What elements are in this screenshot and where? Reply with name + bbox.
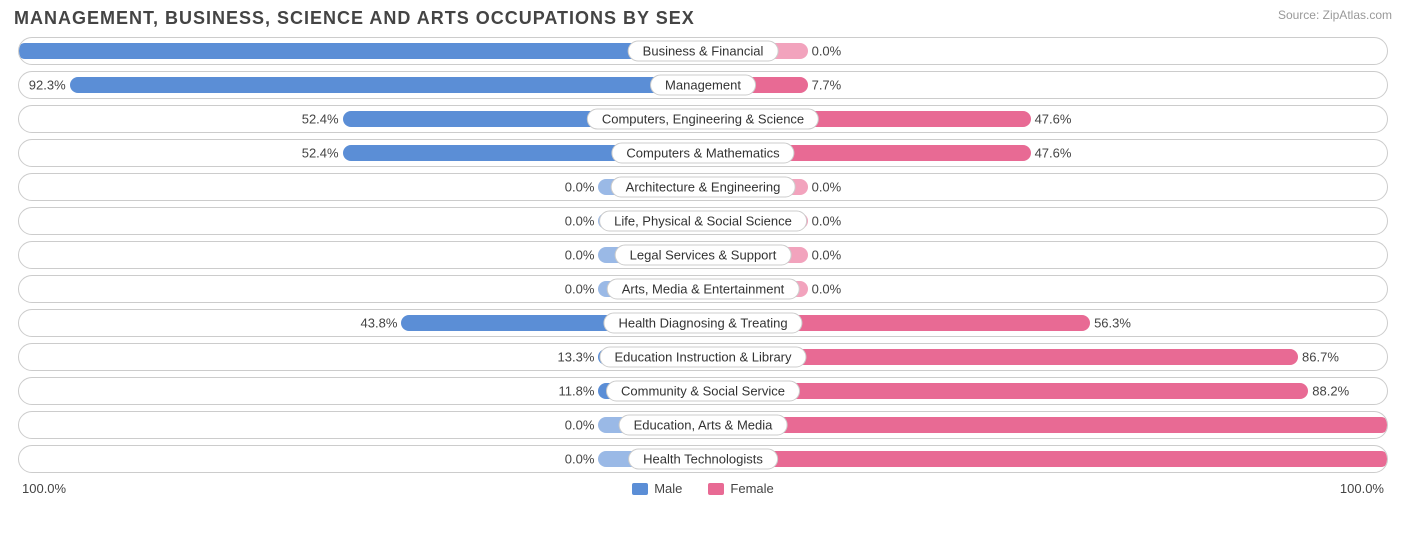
chart-row: 0.0% 0.0% Arts, Media & Entertainment bbox=[18, 275, 1388, 303]
female-pct: 88.2% bbox=[1312, 384, 1349, 399]
female-pct: 0.0% bbox=[812, 44, 842, 59]
category-label: Arts, Media & Entertainment bbox=[607, 279, 800, 300]
chart-row: 0.0%100.0%Education, Arts & Media bbox=[18, 411, 1388, 439]
chart-row: 100.0%0.0%Business & Financial bbox=[18, 37, 1388, 65]
category-label: Business & Financial bbox=[628, 41, 779, 62]
male-pct: 0.0% bbox=[565, 452, 595, 467]
chart-row: 92.3% 7.7% Management bbox=[18, 71, 1388, 99]
chart-footer: 100.0% Male Female 100.0% bbox=[10, 479, 1396, 496]
chart-source: Source: ZipAtlas.com bbox=[1278, 8, 1392, 22]
male-bar bbox=[70, 77, 701, 93]
female-pct: 47.6% bbox=[1035, 146, 1072, 161]
female-pct: 0.0% bbox=[812, 282, 842, 297]
chart-row: 0.0%100.0%Health Technologists bbox=[18, 445, 1388, 473]
category-label: Computers & Mathematics bbox=[611, 143, 794, 164]
male-pct: 0.0% bbox=[565, 418, 595, 433]
male-pct: 0.0% bbox=[565, 282, 595, 297]
female-pct: 47.6% bbox=[1035, 112, 1072, 127]
legend: Male Female bbox=[632, 481, 774, 496]
category-label: Education Instruction & Library bbox=[599, 347, 806, 368]
legend-label-female: Female bbox=[730, 481, 773, 496]
category-label: Education, Arts & Media bbox=[619, 415, 788, 436]
chart-row: 0.0% 0.0% Legal Services & Support bbox=[18, 241, 1388, 269]
male-pct: 43.8% bbox=[361, 316, 398, 331]
chart-header: MANAGEMENT, BUSINESS, SCIENCE AND ARTS O… bbox=[10, 6, 1396, 37]
legend-label-male: Male bbox=[654, 481, 682, 496]
female-pct: 86.7% bbox=[1302, 350, 1339, 365]
male-pct: 52.4% bbox=[302, 112, 339, 127]
category-label: Legal Services & Support bbox=[615, 245, 792, 266]
chart-row: 0.0% 0.0% Architecture & Engineering bbox=[18, 173, 1388, 201]
chart-rows: 100.0%0.0%Business & Financial92.3%7.7%M… bbox=[18, 37, 1388, 473]
category-label: Health Technologists bbox=[628, 449, 778, 470]
male-pct: 0.0% bbox=[565, 180, 595, 195]
category-label: Architecture & Engineering bbox=[611, 177, 796, 198]
axis-right-label: 100.0% bbox=[1340, 481, 1384, 496]
male-pct: 13.3% bbox=[558, 350, 595, 365]
male-pct: 0.0% bbox=[565, 214, 595, 229]
legend-swatch-male bbox=[632, 483, 648, 495]
male-pct: 11.8% bbox=[559, 384, 595, 399]
chart-row: 11.8% 88.2% Community & Social Service bbox=[18, 377, 1388, 405]
male-bar bbox=[18, 43, 701, 59]
female-pct: 0.0% bbox=[812, 214, 842, 229]
female-pct: 56.3% bbox=[1094, 316, 1131, 331]
occupations-by-sex-chart: MANAGEMENT, BUSINESS, SCIENCE AND ARTS O… bbox=[0, 0, 1406, 500]
category-label: Community & Social Service bbox=[606, 381, 800, 402]
chart-title: MANAGEMENT, BUSINESS, SCIENCE AND ARTS O… bbox=[14, 8, 695, 29]
axis-left-label: 100.0% bbox=[22, 481, 66, 496]
category-label: Life, Physical & Social Science bbox=[599, 211, 807, 232]
chart-row: 0.0% 0.0% Life, Physical & Social Science bbox=[18, 207, 1388, 235]
chart-row: 52.4% 47.6% Computers & Mathematics bbox=[18, 139, 1388, 167]
female-pct: 7.7% bbox=[812, 78, 842, 93]
legend-swatch-female bbox=[708, 483, 724, 495]
chart-row: 13.3% 86.7% Education Instruction & Librar… bbox=[18, 343, 1388, 371]
male-pct: 92.3% bbox=[29, 78, 66, 93]
female-bar bbox=[705, 417, 1388, 433]
category-label: Computers, Engineering & Science bbox=[587, 109, 819, 130]
female-pct: 0.0% bbox=[812, 248, 842, 263]
male-pct: 0.0% bbox=[565, 248, 595, 263]
category-label: Health Diagnosing & Treating bbox=[603, 313, 802, 334]
female-pct: 0.0% bbox=[812, 180, 842, 195]
chart-row: 52.4% 47.6% Computers, Engineering & Scien… bbox=[18, 105, 1388, 133]
category-label: Management bbox=[650, 75, 756, 96]
male-pct: 52.4% bbox=[302, 146, 339, 161]
chart-row: 43.8% 56.3% Health Diagnosing & Treating bbox=[18, 309, 1388, 337]
female-bar bbox=[705, 451, 1388, 467]
